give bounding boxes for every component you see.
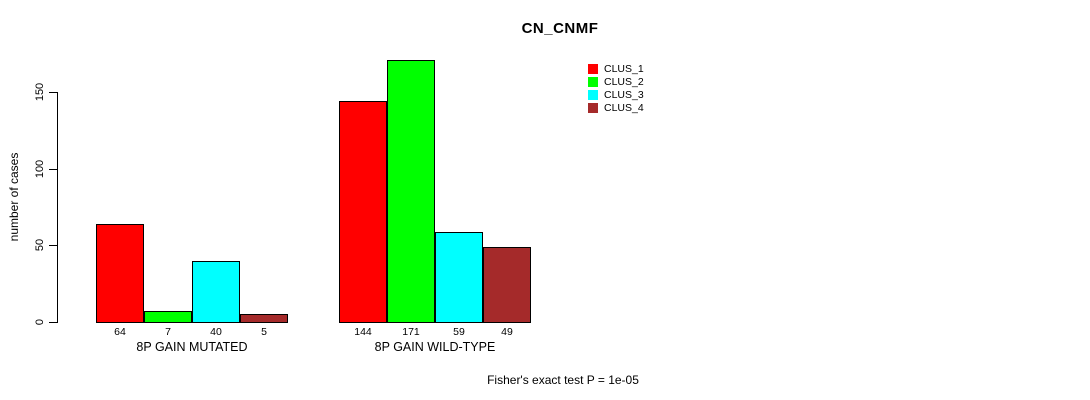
bar-value-label: 59: [453, 326, 465, 338]
y-axis-line: [57, 92, 58, 323]
bar-value-label: 64: [114, 326, 126, 338]
legend-item-clus_1: CLUS_1: [588, 62, 644, 75]
bar-value-label: 7: [165, 326, 171, 338]
legend-swatch: [588, 76, 598, 87]
bar-value-label: 49: [501, 326, 513, 338]
legend-item-clus_3: CLUS_3: [588, 88, 644, 101]
y-tick-mark: [49, 322, 57, 323]
y-tick-label: 0: [34, 318, 46, 326]
legend-swatch: [588, 89, 598, 100]
y-tick-label: 100: [34, 159, 46, 179]
legend-label: CLUS_1: [604, 62, 644, 75]
y-tick-label: 150: [34, 82, 46, 102]
legend-label: CLUS_4: [604, 101, 644, 114]
category-label: 8P GAIN MUTATED: [136, 340, 248, 354]
legend-label: CLUS_2: [604, 75, 644, 88]
y-tick-mark: [49, 169, 57, 170]
bar-clus_4-1: [240, 314, 288, 323]
bar-value-label: 144: [354, 326, 372, 338]
bar-value-label: 5: [261, 326, 267, 338]
bar-clus_1-1: [96, 224, 144, 323]
legend-item-clus_2: CLUS_2: [588, 75, 644, 88]
y-tick-mark: [49, 92, 57, 93]
legend-swatch: [588, 102, 598, 113]
fisher-test-annotation: Fisher's exact test P = 1e-05: [487, 373, 639, 387]
legend-swatch: [588, 63, 598, 74]
y-tick-label: 50: [34, 238, 46, 252]
legend-label: CLUS_3: [604, 88, 644, 101]
bar-clus_2-1: [144, 311, 192, 323]
bar-clus_3-2: [435, 232, 483, 323]
legend-item-clus_4: CLUS_4: [588, 101, 644, 114]
y-axis-label: number of cases: [7, 152, 21, 242]
bar-value-label: 171: [402, 326, 420, 338]
category-label: 8P GAIN WILD-TYPE: [374, 340, 496, 354]
bar-value-label: 40: [210, 326, 222, 338]
bar-clus_1-2: [339, 101, 387, 323]
bar-clus_3-1: [192, 261, 240, 323]
bar-clus_2-2: [387, 60, 435, 323]
bar-clus_4-2: [483, 247, 531, 323]
y-tick-mark: [49, 245, 57, 246]
chart-title: CN_CNMF: [521, 20, 599, 37]
